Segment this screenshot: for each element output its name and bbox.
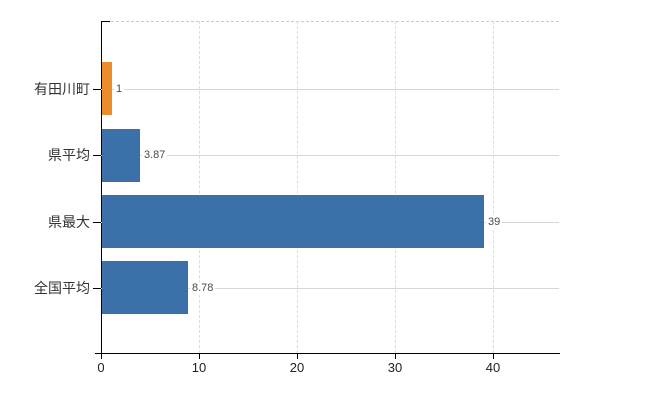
category-label: 全国平均 [34,279,90,296]
y-axis-tick [93,89,101,90]
category-label: 県平均 [48,147,90,163]
y-axis-top-cap [101,21,110,22]
y-axis-tick [93,222,101,223]
x-axis-tick [493,353,494,359]
x-axis-tick [395,353,396,359]
grid-line-vertical [493,21,494,353]
x-tick-label: 40 [485,360,501,375]
bar-value-label: 1 [114,82,125,95]
grid-line-horizontal [101,155,559,156]
bar [102,129,140,182]
x-axis-tick [297,353,298,359]
bar-value-label: 8.78 [190,281,216,294]
x-tick-label: 20 [289,360,305,375]
grid-line-vertical [297,21,298,353]
category-label: 県最大 [48,213,90,230]
y-axis-tick [93,288,101,289]
bar [102,261,188,314]
bar-value-label: 39 [486,215,503,228]
grid-line-horizontal [101,287,559,289]
y-axis-line [101,21,102,353]
x-tick-label: 0 [97,360,105,375]
plot-top-border [101,21,559,22]
grid-line-vertical [395,21,396,353]
bar [102,62,112,115]
grid-line-horizontal [101,88,559,90]
x-axis-line [95,353,560,354]
grid-line-vertical [199,21,200,353]
y-axis-tick [93,155,101,156]
category-label: 有田川町 [34,80,90,97]
x-tick-label: 10 [191,360,207,375]
bar-value-label: 3.87 [142,149,168,161]
x-tick-label: 30 [387,360,403,375]
x-axis-tick [101,353,102,359]
x-axis-tick [199,353,200,359]
bar [102,195,484,248]
